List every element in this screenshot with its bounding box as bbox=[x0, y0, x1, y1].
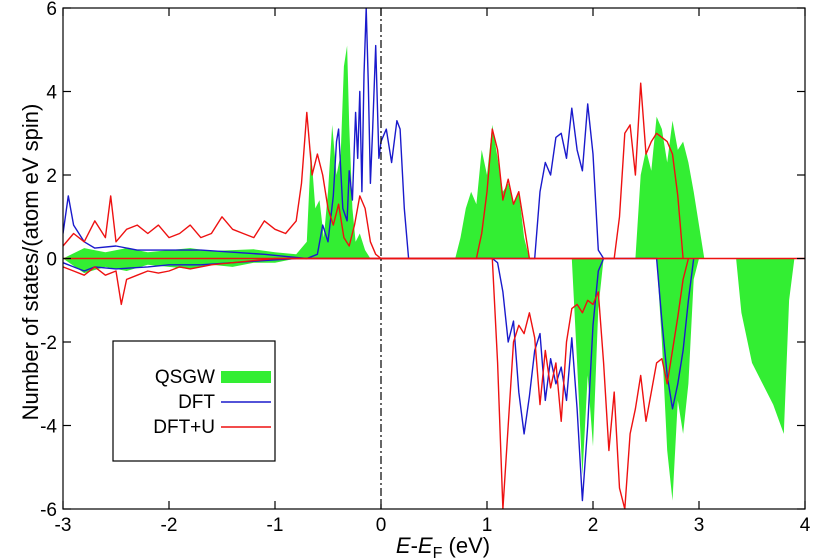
series-dft-down bbox=[63, 257, 695, 502]
y-axis-label: Number of states/(atom eV spin) bbox=[18, 104, 43, 421]
x-axis-label: E-EF (eV) bbox=[396, 533, 490, 559]
legend-swatch-qsgw bbox=[221, 371, 271, 383]
x-axis-label-unit: (eV) bbox=[442, 533, 490, 558]
legend-label-dft-u: DFT+U bbox=[153, 417, 215, 438]
x-tick-label: 4 bbox=[800, 515, 811, 536]
y-tick-label: 0 bbox=[46, 250, 57, 271]
legend-label-dft: DFT bbox=[178, 392, 215, 413]
x-tick-label: 0 bbox=[376, 515, 387, 536]
series-dft-u-down bbox=[63, 257, 690, 509]
series-dft-u-up bbox=[63, 82, 684, 260]
y-tick-label: 2 bbox=[46, 166, 57, 187]
legend-box bbox=[112, 340, 276, 462]
x-tick-label: 1 bbox=[482, 515, 493, 536]
x-tick-label: 3 bbox=[694, 515, 705, 536]
x-tick-label: -3 bbox=[55, 515, 72, 536]
x-tick-label: 2 bbox=[588, 515, 599, 536]
legend-label-qsgw: QSGW bbox=[155, 367, 215, 388]
x-tick-label: -1 bbox=[267, 515, 284, 536]
x-axis-label-e: E bbox=[396, 533, 411, 558]
x-tick-label: -2 bbox=[161, 515, 178, 536]
x-axis-label-sub: F bbox=[433, 545, 443, 559]
x-axis-label-minus: - bbox=[411, 533, 418, 558]
x-axis-label-ef: E bbox=[418, 533, 433, 558]
y-tick-label: -6 bbox=[40, 500, 57, 521]
y-tick-label: 6 bbox=[46, 0, 57, 20]
legend: QSGW DFT DFT+U bbox=[112, 340, 276, 462]
axes-layer: -3 -2 -1 0 1 2 3 4 -6 -4 -2 0 2 4 6 bbox=[40, 0, 811, 536]
series-dft-up bbox=[63, 8, 605, 260]
series-layer bbox=[63, 8, 805, 509]
y-tick-label: -2 bbox=[40, 333, 57, 354]
series-qsgw-up bbox=[63, 45, 705, 259]
y-tick-label: -4 bbox=[40, 417, 57, 438]
y-tick-label: 4 bbox=[46, 83, 57, 104]
